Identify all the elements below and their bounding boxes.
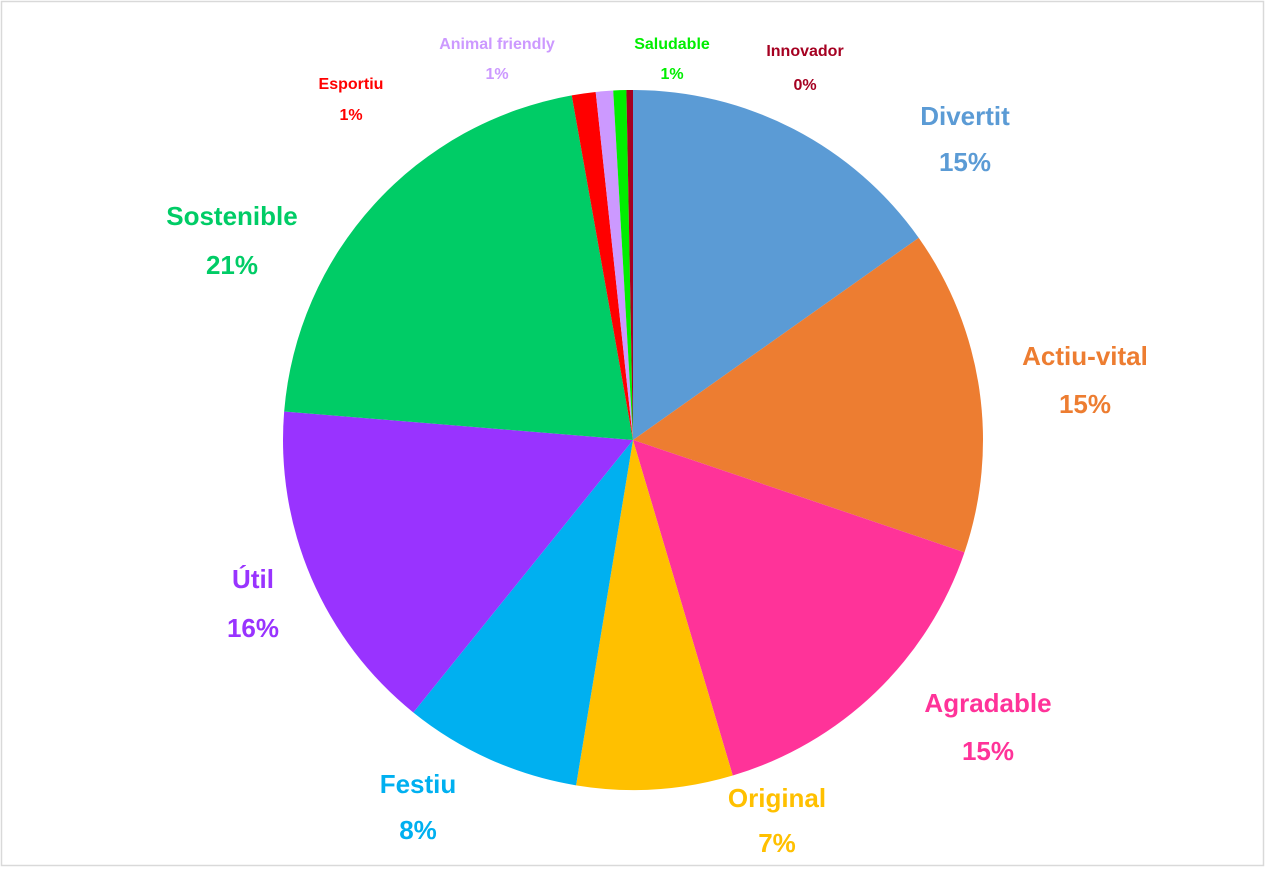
pie-slice [633, 237, 984, 553]
slice-value-label: 8% [399, 815, 437, 845]
slice-value-label: 21% [206, 250, 258, 280]
slice-value-label: 16% [227, 613, 279, 643]
slice-label: Agradable [924, 688, 1051, 718]
slice-label: Saludable [634, 36, 710, 53]
slice-label: Divertit [920, 101, 1010, 131]
slice-value-label: 0% [793, 77, 816, 94]
slice-value-label: 1% [485, 66, 508, 83]
pie-slice [571, 91, 633, 440]
slice-value-label: 1% [339, 107, 362, 124]
slice-value-label: 15% [939, 147, 991, 177]
slice-label: Sostenible [166, 201, 297, 231]
pie-slice [613, 90, 633, 440]
slice-value-label: 15% [962, 736, 1014, 766]
slice-value-label: 1% [660, 66, 683, 83]
slice-value-label: 7% [758, 828, 796, 858]
slice-label: Útil [232, 564, 274, 594]
slice-label: Innovador [766, 43, 843, 60]
pie-slice [633, 90, 919, 440]
slice-label: Esportiu [319, 76, 384, 93]
slice-label: Original [728, 783, 826, 813]
slice-label: Actiu-vital [1022, 341, 1148, 371]
pie-slice [284, 95, 633, 441]
slice-label: Festiu [380, 769, 457, 799]
pie-slice [413, 440, 633, 786]
pie-slice [576, 440, 733, 791]
slice-label: Animal friendly [439, 36, 555, 53]
pie-slice [633, 440, 965, 776]
pie-slice [283, 411, 633, 713]
pie-slice [595, 90, 633, 441]
slice-value-label: 15% [1059, 389, 1111, 419]
pie-slice [626, 90, 633, 440]
